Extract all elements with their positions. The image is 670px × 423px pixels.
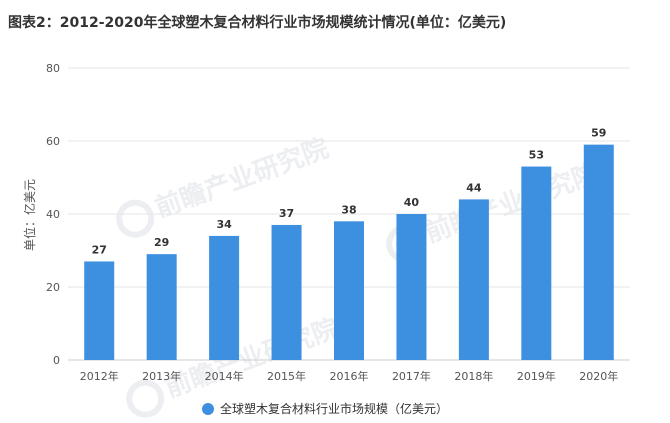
chart-title: 图表2：2012-2020年全球塑木复合材料行业市场规模统计情况(单位：亿美元)	[8, 15, 507, 31]
bar[interactable]	[458, 199, 489, 360]
data-label: 38	[341, 203, 356, 216]
x-tick-label: 2019年	[517, 369, 556, 383]
legend-marker-icon	[202, 403, 214, 415]
data-label: 40	[404, 196, 420, 209]
legend-label: 全球塑木复合材料行业市场规模（亿美元）	[220, 401, 448, 416]
bar[interactable]	[271, 224, 302, 360]
y-tick-label: 40	[46, 208, 60, 221]
bar[interactable]	[396, 214, 427, 360]
x-tick-label: 2017年	[392, 369, 431, 383]
x-tick-label: 2012年	[80, 369, 119, 383]
data-label: 34	[216, 218, 232, 231]
x-tick-label: 2020年	[579, 369, 618, 383]
y-tick-label: 80	[46, 62, 60, 75]
y-tick-label: 20	[46, 281, 60, 294]
bar[interactable]	[521, 166, 552, 360]
data-label: 44	[466, 181, 482, 194]
bar[interactable]	[583, 144, 614, 360]
data-label: 37	[279, 207, 294, 220]
x-tick-label: 2018年	[454, 369, 493, 383]
x-tick-label: 2016年	[330, 369, 369, 383]
x-axis-ticks: 2012年 2013年 2014年 2015年 2016年 2017年 2018年 2019年…	[80, 369, 619, 383]
y-tick-label: 60	[46, 135, 60, 148]
x-tick-label: 2015年	[267, 369, 306, 383]
x-tick-label: 2014年	[205, 369, 244, 383]
x-tick-label: 2013年	[142, 369, 181, 383]
bar[interactable]	[146, 254, 177, 360]
bar[interactable]	[334, 221, 364, 360]
bar[interactable]	[209, 235, 240, 360]
y-axis-label: 单位：亿美元	[22, 179, 37, 251]
bar[interactable]	[84, 261, 115, 360]
legend[interactable]: 全球塑木复合材料行业市场规模（亿美元）	[202, 401, 448, 416]
data-label: 29	[154, 236, 169, 249]
y-axis-ticks: 0 20 40 60 80	[46, 62, 60, 367]
bars	[84, 144, 614, 360]
data-labels: 27 29 34 37 38 40 44 53 59	[92, 127, 607, 257]
y-tick-label: 0	[53, 354, 60, 367]
data-label: 59	[591, 127, 606, 140]
data-label: 53	[529, 149, 544, 162]
data-label: 27	[92, 243, 107, 256]
